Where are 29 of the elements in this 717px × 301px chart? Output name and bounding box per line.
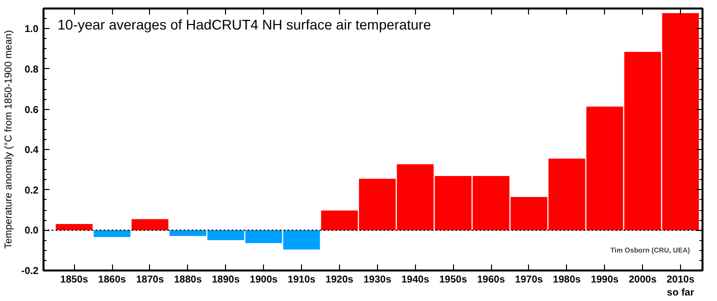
x-tick-label: 1940s: [401, 274, 430, 286]
y-axis-title: Temperature anomaly (°C from 1850-1900 mean): [3, 30, 14, 249]
y-tick-label: 0.0: [24, 226, 39, 237]
y-tick-label: -0.2: [21, 266, 39, 277]
x-tick-label: 1880s: [174, 274, 202, 286]
bar: [56, 224, 93, 230]
x-tick-label: 1980s: [552, 274, 582, 286]
x-tick-label: 1920s: [326, 274, 354, 286]
y-tick-label: 0.8: [24, 64, 39, 76]
x-tick-label: 1930s: [363, 274, 392, 286]
y-tick-label: 1.0: [24, 24, 39, 36]
y-tick-label: 0.2: [24, 185, 39, 196]
bar: [94, 230, 130, 238]
x-tick-label: 1870s: [136, 274, 164, 286]
x-tick-label: 1890s: [212, 274, 240, 286]
x-tick-label: 2010s so far: [666, 274, 695, 299]
y-tick-label: 0.4: [24, 145, 39, 156]
x-tick-label: 1850s: [60, 274, 89, 286]
x-tick-label: 1860s: [98, 274, 126, 286]
bar: [132, 219, 168, 230]
x-tick-label: 1950s: [439, 274, 468, 286]
y-tick-label: 0.6: [24, 104, 39, 116]
x-tick-label: 1970s: [515, 274, 544, 286]
x-tick-label: 2000s: [628, 274, 657, 286]
x-tick-label: 1910s: [288, 274, 316, 286]
x-tick-label: 1990s: [590, 274, 620, 286]
x-tick-label: 1960s: [477, 274, 506, 286]
x-tick-label: 1900s: [250, 274, 278, 286]
text: 10-year averages of HadCRUT4 NH surface air temperature: [58, 16, 432, 32]
